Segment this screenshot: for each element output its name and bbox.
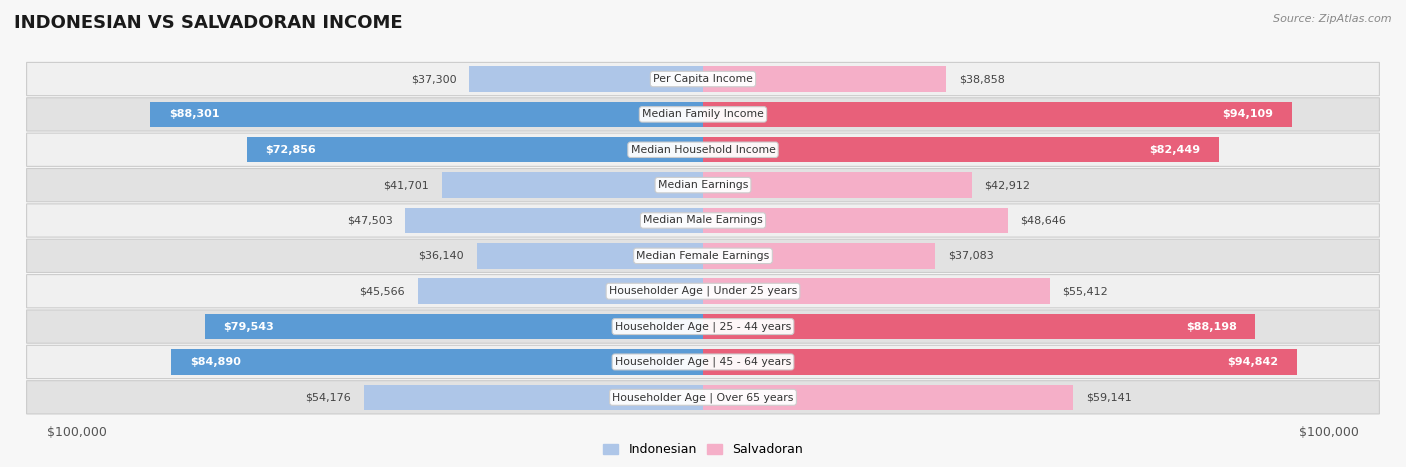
Legend: Indonesian, Salvadoran: Indonesian, Salvadoran <box>599 439 807 461</box>
FancyBboxPatch shape <box>27 381 1379 414</box>
FancyBboxPatch shape <box>27 310 1379 343</box>
FancyBboxPatch shape <box>27 169 1379 202</box>
Text: Per Capita Income: Per Capita Income <box>652 74 754 84</box>
Bar <box>246 137 703 163</box>
FancyBboxPatch shape <box>27 204 1379 237</box>
Bar <box>364 385 703 410</box>
FancyBboxPatch shape <box>27 345 1379 379</box>
Bar <box>703 137 1219 163</box>
Text: $82,449: $82,449 <box>1150 145 1201 155</box>
Text: $59,141: $59,141 <box>1085 392 1132 402</box>
Bar <box>477 243 703 269</box>
Bar <box>703 243 935 269</box>
Text: $84,890: $84,890 <box>190 357 240 367</box>
FancyBboxPatch shape <box>27 133 1379 166</box>
Bar <box>703 208 1008 233</box>
Text: $36,140: $36,140 <box>419 251 464 261</box>
Text: $41,701: $41,701 <box>384 180 429 190</box>
Text: $55,412: $55,412 <box>1063 286 1108 296</box>
Text: Householder Age | Over 65 years: Householder Age | Over 65 years <box>612 392 794 403</box>
Bar <box>418 278 703 304</box>
Text: $94,842: $94,842 <box>1227 357 1278 367</box>
Bar <box>703 385 1073 410</box>
Text: INDONESIAN VS SALVADORAN INCOME: INDONESIAN VS SALVADORAN INCOME <box>14 14 402 32</box>
Text: $38,858: $38,858 <box>959 74 1005 84</box>
Text: $72,856: $72,856 <box>266 145 316 155</box>
Text: $45,566: $45,566 <box>360 286 405 296</box>
Bar <box>441 172 703 198</box>
Text: $48,646: $48,646 <box>1021 215 1066 226</box>
Bar <box>703 102 1292 127</box>
Bar <box>703 349 1296 375</box>
FancyBboxPatch shape <box>27 98 1379 131</box>
Bar <box>703 172 972 198</box>
Bar <box>703 314 1256 340</box>
Text: $47,503: $47,503 <box>347 215 392 226</box>
Bar <box>150 102 703 127</box>
Text: $37,083: $37,083 <box>948 251 994 261</box>
Text: Householder Age | 45 - 64 years: Householder Age | 45 - 64 years <box>614 357 792 367</box>
Text: Median Family Income: Median Family Income <box>643 109 763 120</box>
FancyBboxPatch shape <box>27 63 1379 96</box>
Text: Median Earnings: Median Earnings <box>658 180 748 190</box>
Text: Median Household Income: Median Household Income <box>630 145 776 155</box>
Text: $42,912: $42,912 <box>984 180 1031 190</box>
Bar <box>703 66 946 92</box>
Bar <box>172 349 703 375</box>
Bar <box>470 66 703 92</box>
Text: $94,109: $94,109 <box>1223 109 1274 120</box>
FancyBboxPatch shape <box>27 275 1379 308</box>
Text: $88,198: $88,198 <box>1185 322 1237 332</box>
Text: $79,543: $79,543 <box>224 322 274 332</box>
Text: Householder Age | Under 25 years: Householder Age | Under 25 years <box>609 286 797 297</box>
Text: Median Female Earnings: Median Female Earnings <box>637 251 769 261</box>
Bar <box>405 208 703 233</box>
Text: $54,176: $54,176 <box>305 392 352 402</box>
Text: Source: ZipAtlas.com: Source: ZipAtlas.com <box>1274 14 1392 24</box>
Text: Median Male Earnings: Median Male Earnings <box>643 215 763 226</box>
Text: $37,300: $37,300 <box>411 74 457 84</box>
FancyBboxPatch shape <box>27 239 1379 272</box>
Bar <box>703 278 1050 304</box>
Text: $88,301: $88,301 <box>169 109 219 120</box>
Bar <box>205 314 703 340</box>
Text: Householder Age | 25 - 44 years: Householder Age | 25 - 44 years <box>614 321 792 332</box>
